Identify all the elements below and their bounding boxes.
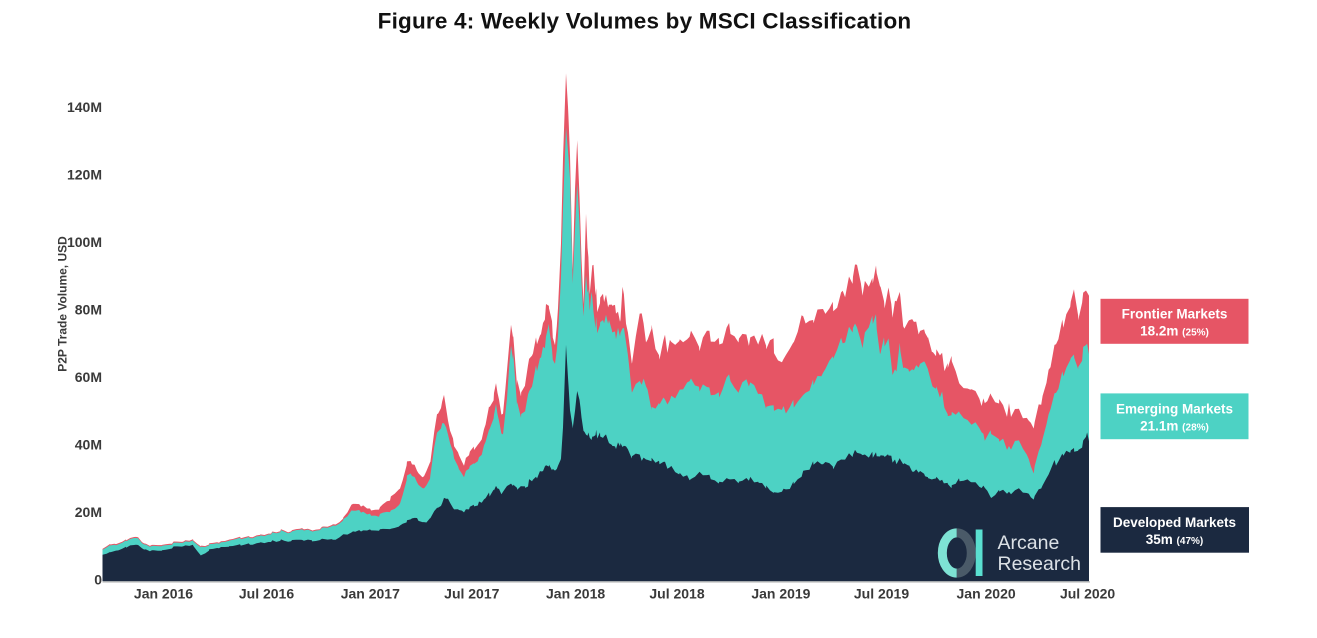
svg-text:Frontier Markets: Frontier Markets [1122,307,1228,322]
svg-text:120M: 120M [67,167,102,183]
svg-text:Jul 2016: Jul 2016 [239,586,294,602]
svg-text:Figure 4: Weekly Volumes by MS: Figure 4: Weekly Volumes by MSCI Classif… [378,9,912,34]
svg-text:18.2m (25%): 18.2m (25%) [1140,324,1209,339]
svg-text:Jul 2017: Jul 2017 [444,586,499,602]
svg-text:20M: 20M [75,504,102,520]
svg-text:Jan 2020: Jan 2020 [957,586,1016,602]
svg-text:21.1m (28%): 21.1m (28%) [1140,419,1209,434]
svg-text:Jan 2016: Jan 2016 [134,586,193,602]
svg-text:0: 0 [94,572,102,588]
svg-text:Emerging Markets: Emerging Markets [1116,402,1233,417]
svg-text:60M: 60M [75,369,102,385]
svg-text:Developed Markets: Developed Markets [1113,515,1236,530]
svg-text:Jan 2019: Jan 2019 [751,586,810,602]
svg-text:P2P Trade Volume, USD: P2P Trade Volume, USD [56,236,70,372]
svg-text:100M: 100M [67,234,102,250]
svg-text:40M: 40M [75,437,102,453]
svg-text:Jan 2017: Jan 2017 [341,586,400,602]
svg-text:35m (47%): 35m (47%) [1146,532,1203,547]
svg-text:Jul 2020: Jul 2020 [1060,586,1115,602]
svg-text:140M: 140M [67,99,102,115]
svg-text:Arcane: Arcane [998,532,1060,554]
svg-text:Jul 2018: Jul 2018 [649,586,704,602]
svg-text:80M: 80M [75,302,102,318]
svg-text:Jul 2019: Jul 2019 [854,586,909,602]
svg-text:Research: Research [998,553,1081,575]
svg-text:Jan 2018: Jan 2018 [546,586,605,602]
